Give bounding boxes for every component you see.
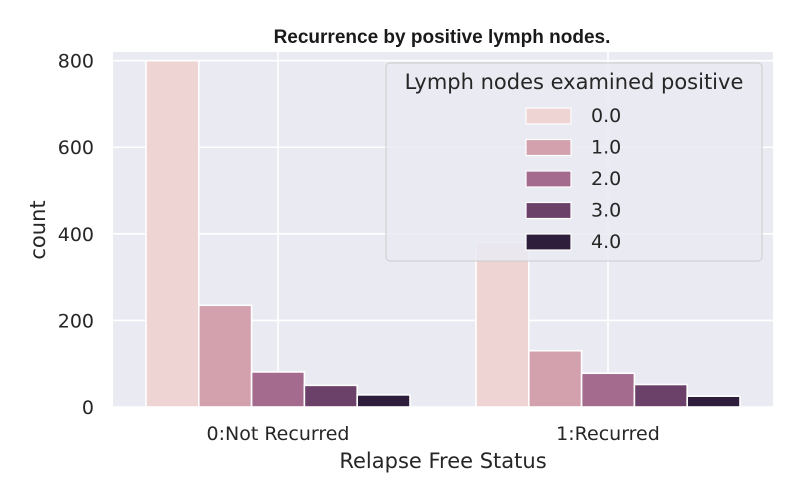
legend-swatch	[525, 138, 572, 157]
bar-4.0-1	[686, 395, 741, 408]
bar-0.0-0	[145, 59, 200, 408]
bar-3.0-1	[633, 383, 689, 408]
legend-box	[385, 62, 763, 262]
legend-title: Lymph nodes examined positive	[405, 70, 744, 94]
bar-3.0-0	[303, 384, 358, 408]
bar-2.0-0	[250, 371, 306, 408]
legend-swatch	[525, 201, 572, 220]
y-tick-label: 0	[82, 397, 94, 419]
legend-items: 0.0 1.0 2.0 3.0 4.0	[525, 105, 621, 253]
legend-label: 4.0	[591, 231, 621, 253]
legend-label: 1.0	[591, 137, 621, 159]
legend: Lymph nodes examined positive 0.0 1.0 2.0 3…	[385, 62, 763, 262]
legend-swatch	[525, 107, 572, 125]
x-tick-label: 0:Not Recurred	[207, 423, 350, 445]
chart-title: Recurrence by positive lymph nodes.	[274, 27, 611, 48]
legend-swatch	[525, 233, 572, 251]
y-axis-label: count	[26, 200, 50, 259]
x-tick-label: 1:Recurred	[556, 423, 660, 445]
bar-1.0-0	[198, 304, 253, 408]
x-axis-ticks: 0:Not Recurred 1:Recurred	[207, 423, 660, 445]
y-axis-ticks: 0 200 400 600 800	[58, 51, 94, 419]
x-axis-label: Relapse Free Status	[339, 449, 546, 473]
legend-label: 3.0	[591, 200, 621, 222]
y-tick-label: 600	[58, 137, 94, 159]
bar-0.0-1	[475, 241, 530, 408]
legend-swatch	[525, 170, 572, 188]
bars	[145, 59, 741, 408]
legend-label: 2.0	[591, 168, 621, 190]
bar-4.0-0	[356, 394, 411, 408]
y-tick-label: 400	[58, 224, 94, 246]
bar-2.0-1	[580, 372, 636, 408]
y-tick-label: 200	[58, 310, 94, 332]
bar-1.0-1	[527, 349, 583, 408]
legend-label: 0.0	[591, 105, 621, 127]
y-tick-label: 800	[58, 51, 94, 73]
